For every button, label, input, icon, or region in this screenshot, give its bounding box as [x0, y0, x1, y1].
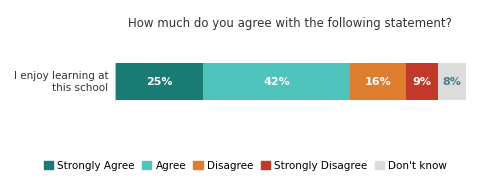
Title: How much do you agree with the following statement?: How much do you agree with the following… — [129, 17, 452, 30]
Text: 16%: 16% — [365, 77, 391, 87]
Bar — [350, 63, 406, 100]
Text: 9%: 9% — [412, 77, 432, 87]
Bar — [406, 63, 438, 100]
Bar — [438, 63, 466, 100]
Bar — [115, 63, 203, 100]
Bar — [203, 63, 350, 100]
Text: 25%: 25% — [146, 77, 172, 87]
Text: 42%: 42% — [263, 77, 290, 87]
Text: 8%: 8% — [442, 77, 461, 87]
Legend: Strongly Agree, Agree, Disagree, Strongly Disagree, Don't know: Strongly Agree, Agree, Disagree, Strongl… — [44, 161, 447, 171]
